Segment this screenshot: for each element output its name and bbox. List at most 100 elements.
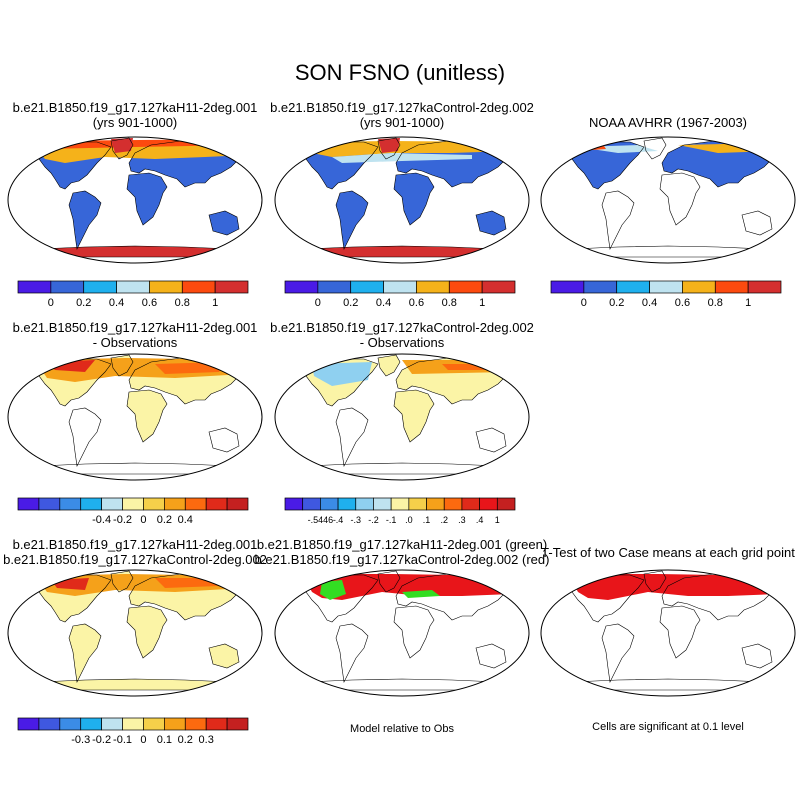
ttest-field-1 <box>568 574 782 600</box>
colorbar-tick-label: 0.8 <box>708 297 723 309</box>
colorbar-h11-minus-obs: -0.4 -0.2 0 0.2 0.4 <box>17 497 249 526</box>
panel-title-2: b.e21.B1850.f19_g17.127kaControl-2deg.00… <box>270 100 534 130</box>
control-minus-obs-africa-land <box>394 390 434 442</box>
colorbar-tick-label: .0 <box>405 515 413 525</box>
h11-field-3 <box>111 138 133 153</box>
colorbar-tick-label: 1 <box>745 297 751 309</box>
case-difference-antarctica-land <box>35 679 239 690</box>
colorbar-swatch-1 <box>17 497 40 511</box>
colorbar-swatch-1 <box>550 280 585 294</box>
colorbar-tick-label: 0.4 <box>376 297 391 309</box>
observations-australia-land <box>742 211 772 235</box>
control-south-america-land <box>336 191 368 249</box>
control-minus-obs-field-1 <box>312 362 372 386</box>
colorbar-tick-label: 0.2 <box>178 734 193 746</box>
colorbar-tick-label: 0.2 <box>343 297 358 309</box>
colorbar-swatch-5 <box>101 497 123 511</box>
colorbar-swatch-11 <box>226 497 249 511</box>
panel-title-1: b.e21.B1850.f19_g17.127kaH11-2deg.001 (yr… <box>12 100 258 130</box>
panel-title-7: b.e21.B1850.f19_g17.127kaH11-2deg.001 (g… <box>254 537 550 567</box>
colorbar-tick-label: 0.8 <box>175 297 190 309</box>
map-ttest <box>540 569 796 697</box>
colorbar-swatch-6 <box>122 717 144 731</box>
map-observations <box>540 136 796 264</box>
colorbar-swatch-2 <box>38 717 61 731</box>
control-field-1 <box>302 141 512 157</box>
relative-to-obs-map-border <box>274 569 530 697</box>
relative-to-obs-field-1 <box>302 574 516 600</box>
colorbar-swatch-3 <box>350 280 384 294</box>
colorbar-swatch-5 <box>101 717 123 731</box>
colorbar-tick-label: .1 <box>423 515 431 525</box>
colorbar-tick-label: 0.8 <box>442 297 457 309</box>
ttest-africa-land <box>660 606 700 658</box>
colorbar-tick-label: .2 <box>440 515 448 525</box>
colorbar-swatch-1 <box>284 497 304 511</box>
h11-minus-obs-map-border <box>7 353 263 481</box>
h11-africa-land <box>127 173 167 225</box>
colorbar-tick-label: -.4 <box>333 515 344 525</box>
case-difference-south-america-land <box>69 624 101 682</box>
ttest-map-border <box>540 569 796 697</box>
colorbar-tick-label: 0.4 <box>642 297 657 309</box>
case-difference-australia-coast <box>208 643 240 669</box>
colorbar-swatch-2 <box>583 280 618 294</box>
colorbar-control: 0 0.2 0.4 0.6 0.8 1 <box>284 280 516 309</box>
observations-south-america-coast <box>601 190 635 250</box>
note-significance: Cells are significant at 0.1 level <box>592 721 744 733</box>
colorbar-control-minus-obs: -.5446 -.4 -.3 -.2 -.1 .0 .1 .2 .3 .4 1 <box>284 497 516 525</box>
colorbar-swatch-9 <box>426 497 445 511</box>
colorbar-swatch-2 <box>302 497 321 511</box>
colorbar-tick-label: .3 <box>458 515 466 525</box>
colorbar-tick-label: -0.2 <box>113 514 132 526</box>
colorbar-swatch-1 <box>17 280 52 294</box>
observations-south-america-land <box>602 191 634 249</box>
ttest-australia-coast <box>741 643 773 669</box>
colorbar-swatch-8 <box>164 497 186 511</box>
h11-minus-obs-australia-land <box>209 428 239 452</box>
colorbar-swatch-2 <box>38 497 61 511</box>
colorbar-swatch-2 <box>50 280 85 294</box>
ttest-greenland-coast <box>643 570 667 593</box>
colorbar-swatch-3 <box>59 497 82 511</box>
control-field-3 <box>378 138 400 153</box>
colorbar-swatch-7 <box>143 717 165 731</box>
colorbar-swatch-5 <box>149 280 183 294</box>
control-minus-obs-antarctica-land <box>302 463 506 474</box>
colorbar-swatch-3 <box>83 280 117 294</box>
ttest-australia-land <box>742 644 772 668</box>
colorbar-swatch-2 <box>317 280 352 294</box>
colorbar-tick-label: 1 <box>495 515 500 525</box>
h11-minus-obs-australia-coast <box>208 427 240 453</box>
colorbar-swatch-6 <box>181 280 216 294</box>
ttest-africa-coast <box>659 605 701 659</box>
control-minus-obs-africa-coast <box>393 389 435 443</box>
control-minus-obs-map-border <box>274 353 530 481</box>
h11-australia-coast <box>208 210 240 236</box>
observations-antarctica-land <box>568 246 772 257</box>
control-map-border <box>274 136 530 264</box>
colorbar-swatch-4 <box>649 280 683 294</box>
observations-africa-coast <box>659 172 701 226</box>
case-difference-map-border <box>7 569 263 697</box>
control-south-america-coast <box>335 190 369 250</box>
colorbar-swatch-11 <box>461 497 480 511</box>
case-difference-africa-coast <box>126 605 168 659</box>
colorbar-swatch-1 <box>284 280 319 294</box>
ttest-south-america-coast <box>601 623 635 683</box>
control-africa-land <box>394 173 434 225</box>
colorbar-tick-label: 0 <box>140 514 146 526</box>
h11-minus-obs-antarctica-land <box>35 463 239 474</box>
control-antarctica-land <box>302 246 506 257</box>
colorbar-swatch-5 <box>416 280 450 294</box>
colorbar-tick-label: -0.1 <box>113 734 132 746</box>
colorbar-tick-label: 0 <box>315 297 321 309</box>
colorbar-tick-label: 0.3 <box>199 734 214 746</box>
relative-to-obs-field-2 <box>320 580 346 600</box>
case-difference-africa-land <box>127 606 167 658</box>
map-relative-to-obs <box>274 569 530 697</box>
control-minus-obs-greenland-coast <box>377 354 401 377</box>
h11-minus-obs-africa-coast <box>126 389 168 443</box>
colorbar-swatch-4 <box>80 497 102 511</box>
case-difference-south-america-coast <box>68 623 102 683</box>
